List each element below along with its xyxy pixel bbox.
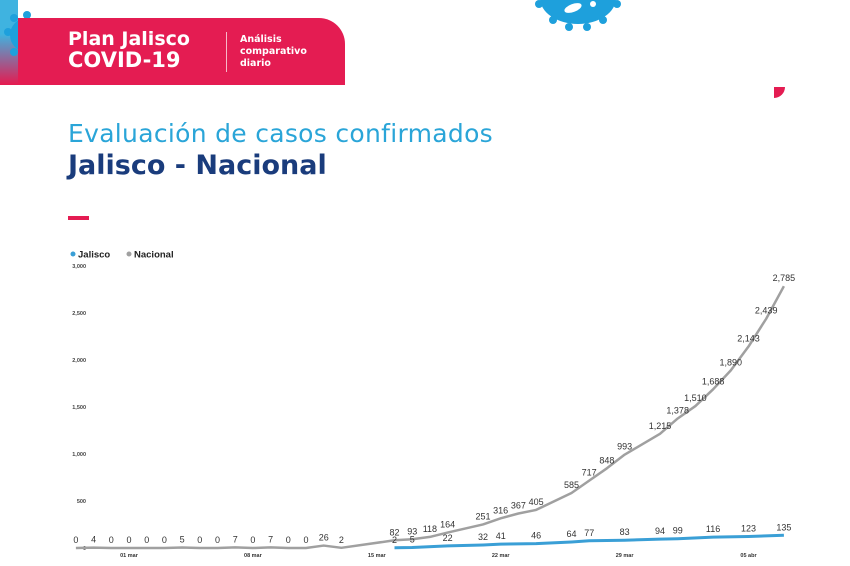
data-label-nacional: 367 (511, 501, 526, 511)
y-tick-label: 2,500 (72, 311, 86, 317)
data-label-nacional: 2 (339, 535, 344, 545)
data-label-nacional: 0 (215, 535, 220, 545)
data-label-nacional: 316 (493, 505, 508, 515)
data-label-nacional: 118 (423, 524, 437, 534)
data-label-jalisco: 116 (706, 524, 720, 534)
data-label-nacional: 2,785 (773, 273, 796, 283)
data-label-nacional: 585 (564, 480, 579, 490)
data-label-jalisco: 64 (566, 529, 576, 539)
data-label-nacional: 2,143 (737, 334, 760, 344)
data-label-jalisco: 94 (655, 526, 665, 536)
data-label-nacional: 0 (303, 535, 308, 545)
y-tick-label: 1,000 (72, 452, 86, 458)
data-label-nacional: 0 (162, 535, 167, 545)
page-subtitle: Jalisco - Nacional (68, 150, 327, 181)
x-tick-label: 29 mar (616, 553, 635, 559)
data-label-nacional: 164 (440, 520, 455, 530)
data-label-jalisco: 123 (741, 523, 756, 533)
x-tick-label: 22 mar (492, 553, 511, 559)
data-label-nacional: 7 (233, 534, 238, 544)
divider (226, 32, 227, 72)
legend-marker-jalisco (70, 251, 76, 257)
page-title: Evaluación de casos confirmados (68, 119, 493, 148)
legend-marker-nacional (126, 251, 132, 257)
data-label-nacional: 93 (407, 526, 417, 536)
series-line-jalisco (394, 533, 784, 550)
data-label-nacional: 1,215 (649, 421, 672, 431)
y-tick-label: 500 (77, 499, 86, 505)
decorative-corner (774, 87, 785, 98)
data-label-nacional: 251 (475, 511, 490, 521)
data-label-jalisco: 5 (410, 535, 415, 545)
data-label-nacional: 1,688 (702, 376, 725, 386)
data-label-nacional: 0 (250, 535, 255, 545)
header-banner: Plan Jalisco COVID-19 Análisis comparati… (18, 18, 345, 85)
brand-logo-text: Plan Jalisco COVID-19 (68, 29, 190, 71)
y-tick-label: 2,000 (72, 358, 86, 364)
data-label-jalisco: 2 (392, 535, 397, 545)
data-label-jalisco: 99 (673, 526, 683, 536)
data-label-nacional: 0 (126, 535, 131, 545)
data-label-jalisco: 135 (776, 522, 791, 532)
data-label-nacional: 5 (180, 535, 185, 545)
data-label-nacional: 717 (582, 468, 597, 478)
y-tick-label: 1,500 (72, 405, 86, 411)
data-label-jalisco: 77 (584, 528, 594, 538)
data-label-jalisco: 83 (620, 527, 630, 537)
data-label-jalisco: 46 (531, 531, 541, 541)
data-label-nacional: 0 (197, 535, 202, 545)
x-tick-label: 08 mar (244, 553, 263, 559)
data-label-nacional: 1,378 (666, 405, 689, 415)
x-tick-label: 05 abr (740, 553, 757, 559)
subtitle: Análisis comparativo diario (240, 34, 307, 70)
data-label-nacional: 0 (73, 535, 78, 545)
virus-icon-top (535, 0, 621, 31)
title-accent (68, 216, 89, 220)
data-label-nacional: 7 (268, 534, 273, 544)
data-label-nacional: 4 (91, 535, 96, 545)
data-label-nacional: 0 (286, 535, 291, 545)
data-label-jalisco: 32 (478, 532, 488, 542)
y-tick-label: 3,000 (72, 264, 86, 270)
legend-label-nacional: Nacional (134, 250, 174, 261)
data-label-nacional: 1,890 (720, 357, 743, 367)
subtitle-line-1: Análisis (240, 34, 282, 45)
brand-line-2: COVID-19 (68, 48, 181, 72)
subtitle-line-2: comparativo (240, 46, 307, 57)
data-label-nacional: 82 (389, 527, 399, 537)
x-tick-label: 15 mar (368, 553, 387, 559)
data-label-nacional: 2,439 (755, 306, 778, 316)
data-label-nacional: 848 (599, 455, 614, 465)
data-label-nacional: 993 (617, 442, 632, 452)
data-label-nacional: 0 (109, 535, 114, 545)
data-label-jalisco: 22 (443, 533, 453, 543)
data-label-nacional: 405 (529, 497, 544, 507)
data-label-nacional: 0 (144, 535, 149, 545)
legend-label-jalisco: Jalisco (78, 250, 110, 261)
subtitle-line-3: diario (240, 58, 271, 69)
series-line-nacional (75, 285, 785, 550)
data-label-jalisco: 41 (496, 531, 506, 541)
data-label-nacional: 26 (319, 533, 329, 543)
brand-line-1: Plan Jalisco (68, 28, 190, 50)
x-tick-label: 01 mar (120, 553, 139, 559)
data-label-nacional: 1,510 (684, 393, 707, 403)
